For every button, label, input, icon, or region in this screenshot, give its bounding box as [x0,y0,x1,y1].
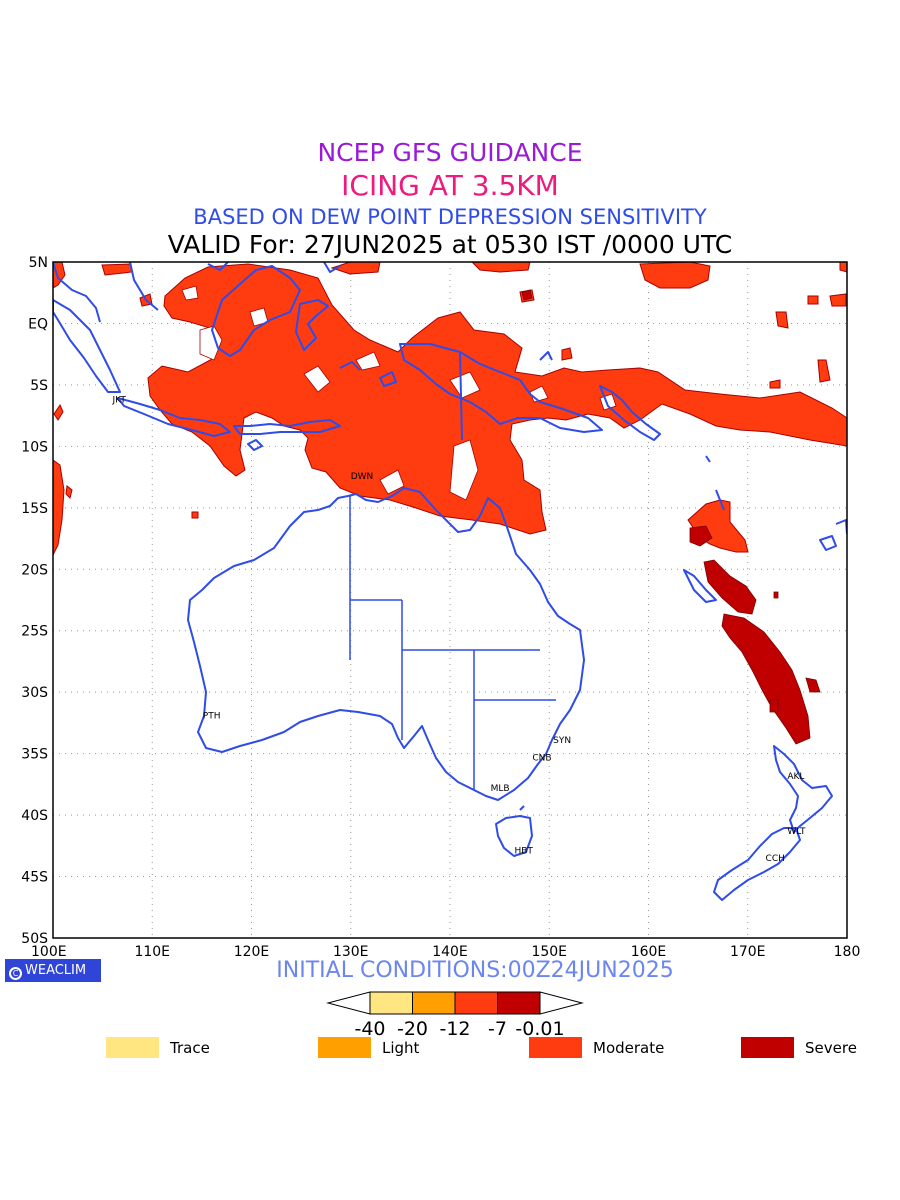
city-label: HBT [514,847,533,857]
legend-swatch-light [318,1037,371,1058]
lat-label: 30S [21,685,48,701]
lon-label: 130E [333,944,369,960]
initial-conditions: INITIAL CONDITIONS:00Z24JUN2025 [276,958,674,983]
lat-label: 20S [21,562,48,578]
method-subtitle: BASED ON DEW POINT DEPRESSION SENSITIVIT… [193,205,707,229]
city-label: CCH [766,854,785,864]
weaclim-logo: C WEACLIM [5,959,101,982]
lon-label: 160E [631,944,667,960]
legend-label-trace: Trace [170,1039,210,1057]
city-label: PTH [203,712,221,722]
lon-label: 140E [432,944,468,960]
city-label: JKT [111,396,126,406]
lat-label: 40S [21,808,48,824]
product-title: NCEP GFS GUIDANCE [317,138,583,167]
latitude-labels: 5N EQ 5S 10S 15S 20S 25S 30S 35S 40S 45S 50S [21,255,48,947]
sumatra-coast [53,299,121,393]
map-frame [52,261,848,939]
lon-label: 170E [730,944,766,960]
legend-label-severe: Severe [805,1039,857,1057]
sulawesi-coast [295,299,329,351]
parameter-title: ICING AT 3.5KM [341,169,559,202]
lat-label: 15S [21,501,48,517]
nz-north-island-coast [773,745,833,833]
new-guinea-coast [399,343,603,433]
city-label: MLB [491,784,510,794]
lat-label: EQ [28,316,48,332]
lat-label: 25S [21,624,48,640]
colorbar-tick-label: -20 [397,1018,428,1040]
legend-label-moderate: Moderate [593,1039,665,1057]
valid-time: VALID For: 27JUN2025 at 0530 IST /0000 U… [167,230,733,259]
lat-label: 45S [21,870,48,886]
city-label: DWN [351,472,374,482]
lat-label: 5N [29,255,48,271]
borneo-coast [211,265,301,357]
lat-label: 5S [30,378,48,394]
lat-label: 10S [21,439,48,455]
city-label: SYN [553,736,571,746]
legend-label-light: Light [382,1039,420,1057]
legend-swatch-severe [741,1037,794,1058]
logo-text: WEACLIM [25,963,87,978]
city-label: AKL [787,772,804,782]
colorbar-tick-label: -7 [488,1018,507,1040]
lon-label: 110E [134,944,170,960]
icing-gaps [181,285,617,501]
lon-label: 120E [234,944,270,960]
lon-label: 100E [31,944,67,960]
colorbar-tick-label: -12 [439,1018,470,1040]
longitude-labels: 100E 110E 120E 130E 140E 150E 160E 170E 180 [31,944,860,960]
city-label: CNB [532,753,551,763]
legend-swatch-moderate [529,1037,582,1058]
copyright-icon: C [9,967,22,980]
java-coast [117,397,231,437]
nz-south-island-coast [713,827,801,901]
lon-label: 180 [834,944,861,960]
tasmania-coast [495,815,533,857]
coastlines [53,262,847,901]
australia-coast [187,487,585,801]
lon-label: 150E [531,944,567,960]
severe-icing-areas [521,289,821,745]
legend-swatch-trace [106,1037,159,1058]
lat-label: 50S [21,931,48,947]
lat-label: 35S [21,747,48,763]
admin-borders [349,496,556,790]
city-label: WLT [787,827,806,837]
moderate-icing-areas [53,262,847,556]
